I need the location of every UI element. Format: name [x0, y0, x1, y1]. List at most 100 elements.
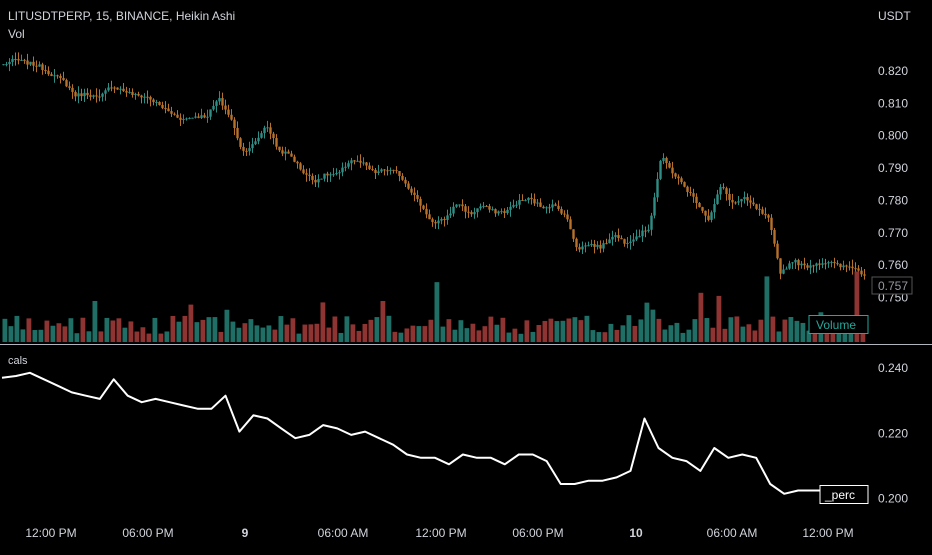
candle-body — [407, 183, 410, 189]
candle-body — [131, 91, 134, 95]
candle-body — [518, 200, 521, 205]
volume-bar — [422, 326, 428, 342]
currency-label: USDT — [878, 9, 911, 23]
candle-body — [65, 80, 68, 87]
candle-body — [674, 173, 677, 177]
candle-body — [599, 244, 602, 249]
candle-body — [266, 127, 269, 129]
volume-bar — [98, 331, 104, 342]
volume-bar — [374, 317, 380, 342]
volume-bar — [200, 319, 206, 342]
candle-body — [230, 114, 233, 120]
candle-body — [803, 263, 806, 266]
candle-body — [689, 191, 692, 194]
candle-body — [422, 205, 425, 209]
candle-body — [464, 206, 467, 212]
volume-bar — [542, 320, 548, 342]
volume-bar — [854, 271, 860, 342]
volume-bar — [524, 320, 530, 342]
candle-body — [11, 59, 14, 62]
time-tick: 06:00 PM — [122, 526, 173, 540]
volume-bar — [464, 328, 470, 342]
volume-bar — [8, 326, 14, 342]
volume-bar — [452, 329, 458, 342]
volume-bar — [134, 331, 140, 342]
candle-body — [470, 212, 473, 215]
candle-body — [53, 75, 56, 77]
candle-body — [167, 108, 170, 112]
candle-body — [98, 96, 101, 98]
indicator-axis[interactable]: 0.240 0.220 0.200 — [878, 361, 908, 506]
candle-body — [629, 241, 632, 243]
candle-body — [863, 274, 866, 276]
candle-body — [668, 163, 671, 168]
volume-bar — [476, 330, 482, 342]
candle-body — [170, 111, 173, 114]
candle-body — [776, 243, 779, 259]
volume-bar — [122, 327, 128, 342]
price-tick: 0.760 — [878, 258, 908, 272]
candle-body — [122, 88, 125, 92]
volume-bar — [116, 318, 122, 342]
candle-body — [350, 160, 353, 164]
candle-body — [854, 268, 857, 270]
volume-bar — [722, 328, 728, 342]
candle-body — [644, 230, 647, 232]
candle-body — [722, 187, 725, 189]
candle-body — [449, 213, 452, 216]
candle-body — [35, 65, 38, 67]
volume-bar — [260, 327, 266, 342]
candle-body — [155, 102, 158, 104]
candle-body — [404, 179, 407, 184]
candle-body — [788, 263, 791, 269]
indicator-tick: 0.240 — [878, 361, 908, 375]
candle-body — [383, 169, 386, 171]
candle-body — [26, 60, 29, 65]
candle-body — [743, 197, 746, 200]
candle-body — [443, 219, 446, 221]
candle-body — [572, 229, 575, 239]
candle-body — [200, 115, 203, 118]
perc-badge: _perc — [819, 485, 869, 504]
candle-body — [434, 222, 437, 224]
candle-body — [341, 167, 344, 173]
candle-body — [371, 169, 374, 171]
candle-body — [413, 192, 416, 196]
candle-body — [569, 219, 572, 230]
volume-bar — [482, 326, 488, 342]
candle-body — [356, 160, 359, 162]
volume-bar — [446, 319, 452, 342]
candle-body — [491, 209, 494, 211]
candle-body — [47, 70, 50, 75]
candle-body — [503, 211, 506, 214]
candle-body — [218, 98, 221, 102]
volume-bar — [650, 309, 656, 342]
candle-body — [368, 165, 371, 170]
candle-body — [428, 214, 431, 220]
candle-body — [377, 171, 380, 173]
volume-bar — [434, 282, 440, 342]
candle-body — [782, 269, 785, 274]
candle-body — [86, 92, 89, 96]
candle-body — [785, 268, 788, 270]
volume-bar — [410, 325, 416, 342]
volume-bar — [512, 328, 518, 342]
candle-body — [737, 201, 740, 203]
price-tick: 0.810 — [878, 96, 908, 110]
candle-body — [38, 64, 41, 67]
candle-body — [269, 127, 272, 134]
time-axis[interactable]: 12:00 PM 06:00 PM 9 06:00 AM 12:00 PM 06:00 P… — [25, 526, 853, 540]
volume-bar — [2, 318, 8, 342]
candle-body — [116, 87, 119, 90]
volume-bar — [698, 292, 704, 342]
candle-body — [77, 93, 80, 97]
candle-body — [398, 171, 401, 177]
volume-bar — [752, 330, 758, 342]
volume-bar — [656, 318, 662, 342]
volume-bar — [404, 328, 410, 342]
candle-body — [590, 244, 593, 246]
volume-bar — [776, 331, 782, 342]
